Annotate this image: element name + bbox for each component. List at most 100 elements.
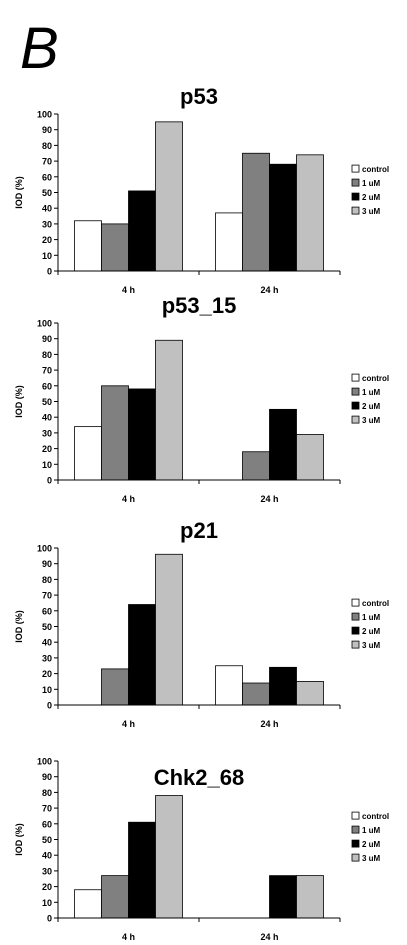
y-axis-label: IOD (%): [14, 176, 24, 209]
legend-label: 3 uM: [362, 207, 381, 216]
legend-swatch: [351, 178, 360, 187]
y-tick-label: 90: [42, 559, 52, 569]
y-tick-label: 80: [42, 788, 52, 798]
x-tick-label: 24 h: [260, 494, 278, 504]
legend-swatch: [351, 825, 360, 834]
chart-title: p53_15: [162, 293, 237, 318]
y-tick-label: 90: [42, 125, 52, 135]
legend-label: 1 uM: [362, 179, 381, 188]
bar: [101, 223, 129, 272]
bar: [155, 121, 183, 272]
bar: [296, 875, 324, 919]
bar: [242, 682, 270, 706]
x-tick-label: 4 h: [122, 285, 135, 295]
x-tick-label: 24 h: [260, 285, 278, 295]
y-tick-label: 60: [42, 172, 52, 182]
legend-swatch: [351, 839, 360, 848]
legend-label: 2 uM: [362, 193, 381, 202]
y-tick-label: 100: [37, 544, 52, 554]
bar: [215, 665, 243, 706]
bar: [155, 553, 183, 706]
chart-4: Chk2_68 IOD (%) 0 10 20 30 40 50 60 70 80 90 100 4 h 2…: [14, 757, 389, 943]
y-tick-label: 50: [42, 397, 52, 407]
y-axis-label: IOD (%): [14, 385, 24, 418]
y-tick-label: 50: [42, 835, 52, 845]
chart-title: p21: [180, 518, 218, 543]
bar: [269, 408, 297, 481]
y-tick-label: 90: [42, 334, 52, 344]
y-tick-label: 80: [42, 141, 52, 151]
y-tick-label: 20: [42, 235, 52, 245]
x-tick-label: 24 h: [260, 932, 278, 942]
bar: [74, 220, 102, 272]
y-axis-label: IOD (%): [14, 823, 24, 856]
legend-swatch: [351, 373, 360, 382]
x-tick-label: 4 h: [122, 932, 135, 942]
bar: [101, 385, 129, 481]
bar: [296, 681, 324, 706]
y-tick-label: 30: [42, 219, 52, 229]
legend-label: 2 uM: [362, 402, 381, 411]
legend-swatch: [351, 387, 360, 396]
y-tick-label: 10: [42, 460, 52, 470]
bar: [101, 668, 129, 706]
y-tick-label: 0: [47, 701, 52, 711]
y-tick-label: 100: [37, 110, 52, 120]
y-tick-label: 40: [42, 204, 52, 214]
y-tick-label: 100: [37, 757, 52, 767]
y-tick-label: 10: [42, 898, 52, 908]
y-axis-label: IOD (%): [14, 610, 24, 643]
legend-label: 3 uM: [362, 416, 381, 425]
legend-swatch: [351, 192, 360, 201]
y-tick-label: 80: [42, 575, 52, 585]
y-tick-label: 70: [42, 804, 52, 814]
y-tick-label: 80: [42, 350, 52, 360]
y-tick-label: 40: [42, 413, 52, 423]
y-tick-label: 30: [42, 866, 52, 876]
chart-2: p53_15 IOD (%) 0 10 20 30 40 50 60 70 80 90 100 4 h 24…: [14, 293, 389, 504]
bar: [215, 212, 243, 272]
legend-label: control: [362, 599, 389, 608]
legend-label: 1 uM: [362, 388, 381, 397]
y-tick-label: 40: [42, 638, 52, 648]
bar: [242, 451, 270, 481]
y-tick-label: 0: [47, 914, 52, 924]
y-tick-label: 100: [37, 319, 52, 329]
bar: [269, 666, 297, 706]
y-tick-label: 0: [47, 267, 52, 277]
bar: [74, 426, 102, 481]
y-tick-label: 70: [42, 157, 52, 167]
bar: [128, 190, 156, 272]
bar: [128, 604, 156, 706]
bar: [269, 163, 297, 272]
x-tick-label: 4 h: [122, 494, 135, 504]
legend-swatch: [351, 415, 360, 424]
legend-swatch: [351, 206, 360, 215]
legend-swatch: [351, 612, 360, 621]
y-tick-label: 10: [42, 251, 52, 261]
legend-label: control: [362, 374, 389, 383]
legend-swatch: [351, 598, 360, 607]
bar: [101, 875, 129, 919]
legend-swatch: [351, 401, 360, 410]
chart-title: p53: [180, 84, 218, 109]
legend-swatch: [351, 640, 360, 649]
y-tick-label: 70: [42, 591, 52, 601]
bar: [128, 821, 156, 919]
legend-swatch: [351, 626, 360, 635]
bar: [128, 388, 156, 481]
y-tick-label: 10: [42, 685, 52, 695]
bar: [74, 889, 102, 919]
y-tick-label: 60: [42, 606, 52, 616]
legend-label: control: [362, 812, 389, 821]
legend-label: 1 uM: [362, 613, 381, 622]
legend-swatch: [351, 164, 360, 173]
bar: [296, 154, 324, 272]
bar: [242, 152, 270, 272]
legend-label: 2 uM: [362, 627, 381, 636]
bar: [155, 339, 183, 481]
chart-1: p53 IOD (%) 0 10 20 30 40 50 60 70 80 90 100 4 h 24 h c…: [14, 84, 389, 295]
chart-title: Chk2_68: [154, 765, 245, 790]
x-tick-label: 24 h: [260, 719, 278, 729]
legend-label: 2 uM: [362, 840, 381, 849]
